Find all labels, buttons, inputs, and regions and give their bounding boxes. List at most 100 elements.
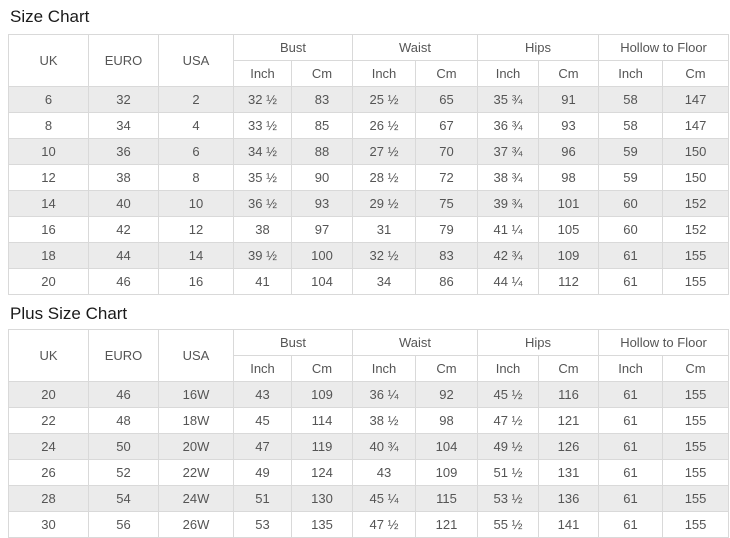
unit-header-hips-cm: Cm [538, 355, 600, 382]
table-cell: 56 [88, 511, 159, 538]
table-cell: 32 ½ [352, 242, 417, 269]
table-cell: 51 [233, 485, 292, 512]
table-cell: 98 [538, 164, 600, 191]
size-chart-header: UK EURO USA Bust Waist Hips Hollow to Floor Inc… [8, 34, 730, 87]
table-cell: 147 [662, 86, 730, 113]
table-cell: 72 [415, 164, 479, 191]
table-cell: 58 [598, 86, 664, 113]
table-cell: 75 [415, 190, 479, 217]
table-cell: 30 [8, 511, 89, 538]
size-chart-body: 6 32 2 32 ½ 83 25 ½ 65 35 ¾ 91 58 147 8 34 4 33 ½ 85 26 … [8, 86, 730, 295]
table-cell: 126 [538, 433, 600, 460]
table-cell: 22 [8, 407, 89, 434]
group-header-waist: Waist [352, 329, 479, 356]
table-row: 28 54 24W 51 130 45 ¼ 115 53 ½ 136 61 155 [8, 485, 730, 512]
table-cell: 130 [290, 485, 354, 512]
plus-size-chart-title: Plus Size Chart [10, 304, 128, 323]
table-cell: 155 [662, 242, 730, 269]
table-cell: 136 [538, 485, 600, 512]
unit-header-bust-inch: Inch [233, 355, 292, 382]
table-cell: 70 [415, 138, 479, 165]
table-cell: 35 ¾ [477, 86, 540, 113]
table-cell: 109 [538, 242, 600, 269]
table-cell: 85 [290, 112, 354, 139]
table-cell: 42 [88, 216, 159, 243]
table-cell: 36 ¼ [352, 381, 417, 408]
table-cell: 135 [290, 511, 354, 538]
table-cell: 61 [598, 242, 664, 269]
table-cell: 47 ½ [352, 511, 417, 538]
table-cell: 55 ½ [477, 511, 540, 538]
table-row: 20 46 16W 43 109 36 ¼ 92 45 ½ 116 61 155 [8, 381, 730, 408]
table-row: 26 52 22W 49 124 43 109 51 ½ 131 61 155 [8, 459, 730, 486]
table-row: 8 34 4 33 ½ 85 26 ½ 67 36 ¾ 93 58 147 [8, 112, 730, 139]
plus-size-chart-section: Plus Size Chart UK EURO USA Bust Waist Hips Ho… [8, 295, 730, 538]
unit-header-waist-cm: Cm [415, 60, 479, 87]
column-header-uk: UK [8, 329, 89, 382]
table-cell: 45 ½ [477, 381, 540, 408]
table-cell: 8 [158, 164, 234, 191]
table-cell: 41 ¼ [477, 216, 540, 243]
column-header-euro: EURO [88, 34, 159, 87]
table-row: 20 46 16 41 104 34 86 44 ¼ 112 61 155 [8, 268, 730, 295]
table-cell: 60 [598, 216, 664, 243]
table-cell: 34 [352, 268, 417, 295]
table-cell: 18 [8, 242, 89, 269]
table-cell: 38 [233, 216, 292, 243]
table-cell: 101 [538, 190, 600, 217]
table-cell: 18W [158, 407, 234, 434]
table-cell: 34 ½ [233, 138, 292, 165]
table-cell: 49 [233, 459, 292, 486]
table-row: 14 40 10 36 ½ 93 29 ½ 75 39 ¾ 101 60 152 [8, 190, 730, 217]
column-header-euro: EURO [88, 329, 159, 382]
table-cell: 83 [415, 242, 479, 269]
table-cell: 79 [415, 216, 479, 243]
table-cell: 88 [290, 138, 354, 165]
table-cell: 54 [88, 485, 159, 512]
table-cell: 53 ½ [477, 485, 540, 512]
table-cell: 100 [290, 242, 354, 269]
table-cell: 39 ¾ [477, 190, 540, 217]
table-cell: 20W [158, 433, 234, 460]
table-cell: 37 ¾ [477, 138, 540, 165]
table-cell: 36 ¾ [477, 112, 540, 139]
header-row-units: Inch Cm Inch Cm Inch Cm Inch Cm [9, 355, 730, 382]
table-cell: 32 ½ [233, 86, 292, 113]
table-cell: 47 ½ [477, 407, 540, 434]
unit-header-hollow-to-floor-inch: Inch [598, 60, 664, 87]
unit-header-hollow-to-floor-inch: Inch [598, 355, 664, 382]
unit-header-bust-cm: Cm [290, 60, 354, 87]
plus-size-chart-body: 20 46 16W 43 109 36 ¼ 92 45 ½ 116 61 155 22 48 18W 45 1… [8, 381, 730, 538]
column-header-usa: USA [158, 329, 234, 382]
table-cell: 35 ½ [233, 164, 292, 191]
table-row: 12 38 8 35 ½ 90 28 ½ 72 38 ¾ 98 59 150 [8, 164, 730, 191]
table-cell: 150 [662, 164, 730, 191]
table-cell: 152 [662, 216, 730, 243]
table-cell: 39 ½ [233, 242, 292, 269]
table-cell: 155 [662, 381, 730, 408]
table-cell: 6 [158, 138, 234, 165]
group-header-hollow-to-floor: Hollow to Floor [598, 329, 730, 356]
table-cell: 45 ¼ [352, 485, 417, 512]
plus-size-chart-header: UK EURO USA Bust Waist Hips Hollow to Floor Inc… [8, 329, 730, 382]
table-cell: 131 [538, 459, 600, 486]
table-cell: 97 [290, 216, 354, 243]
table-cell: 121 [415, 511, 479, 538]
table-cell: 43 [352, 459, 417, 486]
table-cell: 92 [415, 381, 479, 408]
table-cell: 83 [290, 86, 354, 113]
table-cell: 29 ½ [352, 190, 417, 217]
table-cell: 49 ½ [477, 433, 540, 460]
table-cell: 61 [598, 381, 664, 408]
table-cell: 93 [290, 190, 354, 217]
table-cell: 10 [8, 138, 89, 165]
table-cell: 61 [598, 485, 664, 512]
table-cell: 121 [538, 407, 600, 434]
table-cell: 43 [233, 381, 292, 408]
table-cell: 8 [8, 112, 89, 139]
table-cell: 90 [290, 164, 354, 191]
group-header-bust: Bust [232, 34, 354, 61]
table-cell: 152 [662, 190, 730, 217]
table-cell: 31 [352, 216, 417, 243]
table-cell: 4 [158, 112, 234, 139]
